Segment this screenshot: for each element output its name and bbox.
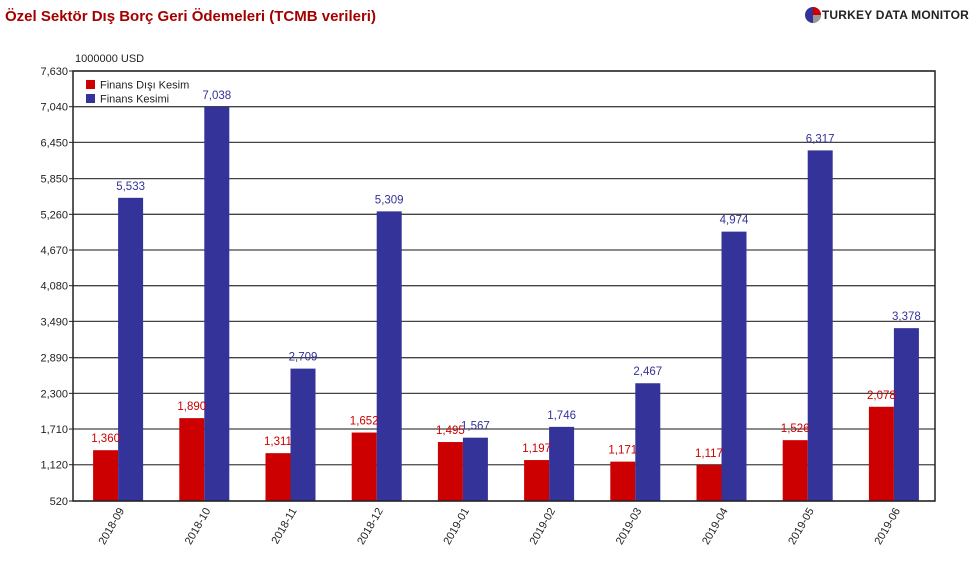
pie-logo-icon	[804, 7, 821, 23]
y-tick-label: 4,670	[40, 245, 68, 257]
bar-finans	[118, 197, 144, 501]
legend-label: Finans Kesimi	[100, 94, 169, 106]
y-tick-label: 2,300	[40, 388, 68, 400]
x-tick-label: 2019-03	[614, 506, 645, 547]
y-tick-label: 4,080	[40, 281, 68, 293]
y-tick-label: 6,450	[40, 137, 68, 149]
data-label: 2,467	[633, 366, 662, 378]
x-tick-label: 2018-12	[355, 506, 386, 547]
chart-legend: Finans Dışı Kesim Finans Kesimi	[86, 80, 189, 106]
bar-finans	[462, 437, 488, 501]
plot-frame	[72, 70, 936, 502]
bar-finans-disi	[179, 418, 205, 501]
data-label: 1,171	[608, 445, 637, 457]
chart-bars	[93, 106, 919, 501]
data-label: 1,526	[781, 423, 810, 435]
bar-finans-disi	[782, 440, 808, 501]
data-label: 6,317	[806, 133, 835, 145]
data-label: 1,197	[522, 443, 551, 455]
x-tick-label: 2019-06	[872, 506, 903, 547]
bar-finans	[807, 150, 833, 501]
bar-finans-disi	[265, 453, 291, 501]
bar-finans	[549, 426, 575, 501]
y-tick-label: 520	[50, 496, 68, 508]
data-label: 1,311	[264, 436, 292, 448]
bar-finans	[204, 106, 230, 501]
data-label: 2,709	[289, 352, 318, 364]
bar-finans-disi	[696, 464, 722, 501]
x-tick-label: 2019-02	[528, 506, 559, 547]
legend-swatch	[86, 94, 95, 103]
y-tick-label: 5,850	[40, 174, 68, 186]
x-tick-label: 2018-11	[269, 506, 299, 546]
x-tick-label: 2018-10	[183, 506, 214, 547]
y-axis-label: 1000000 USD	[75, 53, 144, 65]
x-tick-label: 2019-01	[441, 506, 472, 547]
bar-finans-disi	[610, 461, 636, 501]
bar-finans-disi	[524, 460, 550, 501]
y-tick-label: 1,710	[40, 424, 68, 436]
y-tick-label: 1,120	[40, 460, 68, 472]
bar-finans	[290, 368, 316, 501]
data-label: 5,533	[116, 181, 145, 193]
data-label: 1,890	[177, 401, 206, 413]
data-label: 1,567	[461, 421, 490, 433]
value-labels: 1,360 5,533 1,890 7,038 1,311 2,709 1,652 5,309…	[91, 90, 921, 460]
bar-finans-disi	[437, 442, 463, 501]
page-title: Özel Sektör Dış Borç Geri Ödemeleri (TCM…	[5, 8, 376, 25]
y-axis: 520 1,120 1,710 2,300 2,890 3,490 4,080 4,670 5,…	[40, 66, 73, 508]
data-label: 7,038	[202, 90, 231, 102]
bar-finans	[721, 231, 747, 501]
data-label: 1,117	[695, 448, 723, 460]
y-tick-label: 5,260	[40, 209, 68, 221]
data-label: 5,309	[375, 194, 404, 206]
bar-finans	[893, 328, 919, 501]
data-label: 2,078	[867, 390, 896, 402]
legend-label: Finans Dışı Kesim	[100, 80, 189, 92]
y-tick-label: 7,630	[40, 66, 68, 78]
y-tick-label: 7,040	[40, 102, 68, 114]
data-label: 3,378	[892, 311, 921, 323]
brand-logo: TURKEY DATA MONITOR	[804, 6, 969, 24]
data-label: 4,974	[720, 215, 749, 227]
legend-swatch	[86, 80, 95, 89]
x-tick-label: 2019-04	[700, 506, 731, 547]
x-axis: 2018-09 2018-10 2018-11 2018-12 2019-01 2019-…	[97, 506, 903, 547]
y-tick-label: 2,890	[40, 353, 68, 365]
y-tick-label: 3,490	[40, 316, 68, 328]
data-label: 1,652	[350, 416, 379, 428]
bar-finans-disi	[351, 432, 377, 501]
brand-name: TURKEY DATA MONITOR	[821, 8, 969, 22]
bar-finans	[376, 211, 402, 501]
data-label: 1,495	[436, 425, 465, 437]
bar-finans	[635, 383, 661, 501]
x-tick-label: 2019-05	[786, 506, 817, 547]
x-tick-label: 2018-09	[97, 506, 128, 547]
data-label: 1,746	[547, 410, 576, 422]
bar-finans-disi	[93, 450, 119, 501]
bar-finans-disi	[868, 406, 894, 501]
data-label: 1,360	[91, 433, 120, 445]
